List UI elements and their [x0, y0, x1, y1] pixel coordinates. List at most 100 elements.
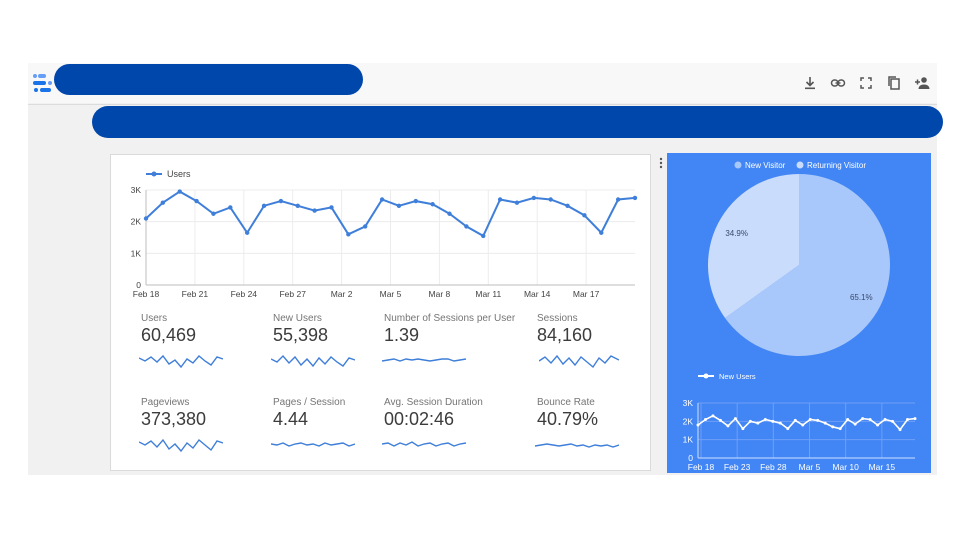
data-point [379, 197, 385, 202]
data-point [481, 233, 486, 239]
x-tick-label: Mar 5 [380, 289, 402, 299]
data-point [906, 418, 910, 421]
y-tick-label: 1K [131, 248, 142, 258]
data-point [312, 208, 317, 213]
data-point [726, 424, 730, 428]
kpi-avg-session-duration: Avg. Session Duration 00:02:46 [384, 397, 483, 430]
report-title-redacted[interactable] [54, 64, 363, 95]
data-point [599, 230, 604, 235]
sparkline-avg-session-duration [382, 441, 466, 447]
toolbar [801, 74, 931, 92]
visitors-card: New Visitor Returning Visitor 65.1% 34.9% N… [667, 153, 931, 473]
x-tick-label: Mar 15 [869, 462, 896, 471]
data-point [244, 230, 250, 235]
more-options-icon[interactable] [659, 157, 663, 169]
kpi-value: 00:02:46 [384, 409, 455, 429]
kpi-value: 60,469 [141, 325, 197, 345]
kpi-value: 1.39 [384, 325, 420, 345]
data-point [346, 232, 351, 237]
data-point [295, 203, 300, 209]
kpi-value: 55,398 [273, 325, 329, 345]
kpi-bounce-rate: Bounce Rate 40.79% [537, 397, 598, 430]
y-tick-label: 0 [688, 453, 693, 463]
kpi-pageviews: Pageviews 373,380 [141, 397, 206, 430]
pie-slice [708, 174, 799, 319]
kpi-new-users: New Users 55,398 [273, 313, 328, 346]
pie-slice-label: 65.1% [850, 293, 873, 302]
dashboard-app: Users 0 1K 2K 3K Feb 18 Feb 21 Feb 24 Feb 27 Mar … [28, 63, 943, 475]
data-point [816, 418, 820, 422]
legend-label: Returning Visitor [807, 161, 866, 170]
data-point [891, 419, 895, 423]
x-tick-label: Mar 10 [832, 462, 859, 471]
data-point [846, 418, 850, 421]
data-point [211, 211, 216, 216]
data-point [831, 425, 835, 429]
data-point [261, 203, 267, 209]
data-point [464, 224, 469, 229]
sparkline-new-users [271, 354, 355, 368]
y-tick-label: 3K [683, 398, 694, 408]
data-point [838, 427, 842, 431]
y-tick-label: 3K [131, 185, 142, 195]
add-person-icon[interactable] [913, 74, 931, 92]
data-point [718, 418, 722, 422]
data-point [913, 417, 917, 421]
legend-swatch-dot [151, 171, 157, 177]
legend-swatch-dot [703, 373, 709, 379]
x-tick-label: Feb 27 [279, 289, 306, 299]
kpi-label: Number of Sessions per User [384, 313, 516, 324]
kpi-value: 40.79% [537, 409, 599, 429]
pie-slice [725, 174, 890, 356]
data-point [703, 418, 707, 421]
sparkline-users [139, 354, 223, 369]
kpi-value: 84,160 [537, 325, 593, 345]
data-point [582, 213, 587, 218]
data-point [177, 189, 182, 194]
fullscreen-icon[interactable] [857, 74, 875, 92]
data-point [771, 419, 775, 423]
sparkline-sessions-per-user [382, 358, 466, 362]
users-line-chart: Users 0 1K 2K 3K Feb 18 Feb 21 Feb 24 Feb 27 Mar … [131, 169, 638, 299]
x-tick-label: Feb 28 [760, 462, 787, 471]
pie-slice-label: 34.9% [725, 229, 748, 238]
data-point [861, 417, 865, 421]
data-point [228, 205, 233, 210]
sparkline-pageviews [139, 438, 223, 453]
x-tick-label: Feb 21 [182, 289, 209, 299]
data-point [194, 198, 199, 204]
x-tick-label: Feb 23 [724, 462, 751, 471]
data-point [786, 427, 790, 431]
kpi-value: 373,380 [141, 409, 207, 429]
top-bar [28, 63, 937, 103]
kpi-pages-per-session: Pages / Session 4.44 [273, 397, 345, 430]
report-subtitle-redacted[interactable] [92, 106, 943, 138]
kpi-label: Avg. Session Duration [384, 397, 483, 408]
data-point [823, 421, 827, 425]
kpi-sessions: Sessions 84,160 [537, 313, 592, 346]
data-point [898, 428, 902, 432]
data-point [363, 224, 368, 229]
link-icon[interactable] [829, 74, 847, 92]
legend-swatch [734, 161, 742, 169]
data-point [329, 205, 334, 210]
data-point [876, 423, 880, 427]
kpi-sessions-per-user: Number of Sessions per User 1.39 [384, 313, 515, 346]
download-icon[interactable] [801, 74, 819, 92]
header-divider [28, 104, 937, 105]
copy-icon[interactable] [885, 74, 903, 92]
kpi-value: 4.44 [273, 409, 309, 429]
data-point [696, 423, 700, 427]
data-point [793, 418, 797, 422]
kpi-label: Pageviews [141, 397, 190, 408]
data-point [548, 197, 553, 202]
data-point [565, 203, 570, 209]
sparkline-sessions [539, 354, 619, 369]
data-point [160, 200, 166, 205]
data-point [447, 211, 452, 216]
x-tick-label: Mar 14 [524, 289, 551, 299]
y-tick-label: 0 [136, 280, 141, 290]
data-point [801, 423, 805, 427]
data-point [808, 418, 812, 421]
new-users-line-chart: New Users 0 1K 2K 3K Feb 18 Feb 23 Feb 28 Mar 5 M… [683, 372, 917, 471]
